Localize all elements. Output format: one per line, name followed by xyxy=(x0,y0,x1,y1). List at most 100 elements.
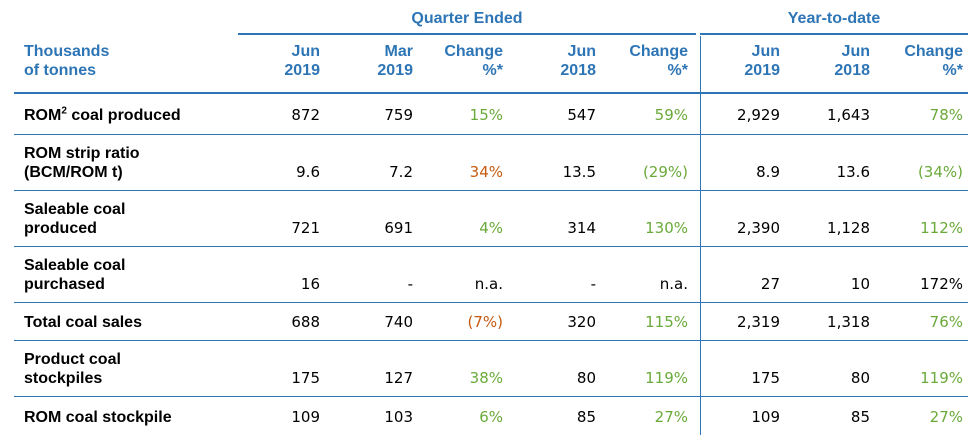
table-row: ROM2 coal produced 872 759 15% 547 59% 2,929 1,… xyxy=(0,96,975,134)
table-cell: 85 xyxy=(576,408,596,426)
column-header-jun-2018-ytd: Jun 2018 xyxy=(834,43,870,79)
table-cell: 175 xyxy=(751,369,780,387)
table-cell: 85 xyxy=(850,408,870,426)
table-cell: 740 xyxy=(384,313,413,331)
table-cell: 2,390 xyxy=(737,219,780,237)
table-cell: 8.9 xyxy=(756,163,780,181)
table-cell: 13.5 xyxy=(562,163,596,181)
group-header-year-to-date: Year-to-date xyxy=(787,10,881,27)
table-cell: (29%) xyxy=(642,163,688,181)
column-header-change-ytd: Change %* xyxy=(904,43,963,79)
row-label-text: ROM xyxy=(24,107,62,124)
row-label-text: ROM strip ratio xyxy=(24,145,140,162)
column-header-change-yoy: Change %* xyxy=(629,43,688,79)
table-cell: 76% xyxy=(929,313,963,331)
table-cell: 13.6 xyxy=(836,163,870,181)
table-cell: 172% xyxy=(920,275,963,293)
table-cell: 2,929 xyxy=(737,106,780,124)
row-label: Total coal sales xyxy=(24,313,254,332)
table-cell: 2,319 xyxy=(737,313,780,331)
header-divider xyxy=(14,92,968,94)
column-header-jun-2018-quarter: Jun 2018 xyxy=(560,43,596,79)
table-cell: 15% xyxy=(469,106,503,124)
row-divider xyxy=(14,396,968,397)
row-label-text: ROM coal stockpile xyxy=(24,409,172,426)
table-cell: (34%) xyxy=(917,163,963,181)
row-label: ROM2 coal produced xyxy=(24,106,254,125)
row-label-text: Total coal sales xyxy=(24,314,142,331)
table-cell: 109 xyxy=(751,408,780,426)
row-label-text: Saleable coal xyxy=(24,201,126,218)
group-underline-ytd xyxy=(700,33,968,35)
row-label-text: Product coal xyxy=(24,351,121,368)
table-cell: 688 xyxy=(291,313,320,331)
table-cell: 103 xyxy=(384,408,413,426)
table-cell: n.a. xyxy=(474,275,503,293)
table-row: ROM coal stockpile 109 103 6% 85 27% 109 85 27% xyxy=(0,399,975,435)
table-cell: 6% xyxy=(479,408,503,426)
row-label-superscript: 2 xyxy=(61,105,67,117)
row-label-text: stockpiles xyxy=(24,370,103,387)
row-label-text: Saleable coal xyxy=(24,257,126,274)
table-cell: 127 xyxy=(384,369,413,387)
table-cell: 721 xyxy=(291,219,320,237)
table-cell: 759 xyxy=(384,106,413,124)
row-label: Product coal stockpiles xyxy=(24,350,254,388)
row-label: ROM coal stockpile xyxy=(24,408,254,427)
table-cell: 7.2 xyxy=(389,163,413,181)
table-cell: 1,643 xyxy=(827,106,870,124)
table-cell: 115% xyxy=(645,313,688,331)
table-cell: 1,318 xyxy=(827,313,870,331)
row-label-text: (BCM/ROM t) xyxy=(24,164,123,181)
quarter-ytd-separator xyxy=(700,36,701,435)
table-cell: 78% xyxy=(929,106,963,124)
row-label: ROM strip ratio (BCM/ROM t) xyxy=(24,144,254,182)
row-label-text: produced xyxy=(24,220,97,237)
column-header-jun-2019-ytd: Jun 2019 xyxy=(744,43,780,79)
row-label: Saleable coal produced xyxy=(24,200,254,238)
table-cell: 27% xyxy=(654,408,688,426)
table-cell: - xyxy=(590,275,596,293)
row-divider xyxy=(14,340,968,341)
table-cell: 547 xyxy=(567,106,596,124)
table-cell: 27% xyxy=(929,408,963,426)
table-cell: 872 xyxy=(291,106,320,124)
table-cell: (7%) xyxy=(467,313,503,331)
table-cell: 119% xyxy=(920,369,963,387)
table-row: Saleable coal produced 721 691 4% 314 130% 2,39… xyxy=(0,193,975,246)
table-cell: 112% xyxy=(920,219,963,237)
table-cell: 4% xyxy=(479,219,503,237)
row-label: Saleable coal purchased xyxy=(24,256,254,294)
table-cell: 34% xyxy=(469,163,503,181)
table-cell: 59% xyxy=(654,106,688,124)
row-divider xyxy=(14,190,968,191)
table-cell: 691 xyxy=(384,219,413,237)
column-header-units: Thousands of tonnes xyxy=(24,43,110,79)
table-row: Product coal stockpiles 175 127 38% 80 119% 175… xyxy=(0,343,975,396)
table-row: Total coal sales 688 740 (7%) 320 115% 2,319 1,… xyxy=(0,305,975,340)
table-cell: 320 xyxy=(567,313,596,331)
table-cell: 109 xyxy=(291,408,320,426)
row-divider xyxy=(14,134,968,135)
table-cell: 119% xyxy=(645,369,688,387)
table-cell: 16 xyxy=(300,275,320,293)
table-cell: 27 xyxy=(760,275,780,293)
group-underline-quarter xyxy=(238,33,696,35)
group-header-quarter-ended: Quarter Ended xyxy=(411,10,523,27)
table-row: ROM strip ratio (BCM/ROM t) 9.6 7.2 34% 13.5 (… xyxy=(0,137,975,190)
column-header-change-qoq: Change %* xyxy=(444,43,503,79)
column-header-mar-2019: Mar 2019 xyxy=(377,43,413,79)
column-header-jun-2019-quarter: Jun 2019 xyxy=(284,43,320,79)
table-row: Saleable coal purchased 16 - n.a. - n.a. 27 10 17… xyxy=(0,249,975,302)
table-cell: - xyxy=(407,275,413,293)
table-cell: 38% xyxy=(469,369,503,387)
table-cell: 80 xyxy=(576,369,596,387)
table-cell: 1,128 xyxy=(827,219,870,237)
table-cell: n.a. xyxy=(659,275,688,293)
row-label-text: purchased xyxy=(24,276,105,293)
table-cell: 314 xyxy=(567,219,596,237)
table-cell: 175 xyxy=(291,369,320,387)
table-cell: 130% xyxy=(645,219,688,237)
table-cell: 10 xyxy=(850,275,870,293)
